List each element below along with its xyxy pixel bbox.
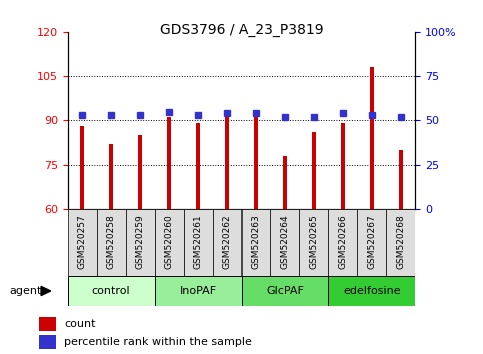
Bar [283, 156, 287, 354]
Text: GSM520262: GSM520262 [223, 214, 231, 269]
Bar [341, 123, 345, 354]
Bar [386, 209, 415, 276]
Text: GSM520261: GSM520261 [194, 214, 202, 269]
Bar [270, 209, 299, 276]
Bar [155, 276, 242, 306]
Text: control: control [92, 286, 130, 296]
Bar [328, 276, 415, 306]
Text: count: count [64, 319, 96, 329]
Text: edelfosine: edelfosine [343, 286, 401, 296]
Text: GSM520268: GSM520268 [397, 214, 405, 269]
Text: percentile rank within the sample: percentile rank within the sample [64, 337, 252, 347]
Bar [39, 335, 56, 349]
Text: GSM520263: GSM520263 [252, 214, 260, 269]
Text: GSM520265: GSM520265 [310, 214, 318, 269]
Text: agent: agent [10, 286, 42, 296]
Text: GSM520266: GSM520266 [339, 214, 347, 269]
Text: GSM520264: GSM520264 [281, 214, 289, 269]
Bar [254, 112, 258, 354]
Bar [167, 118, 171, 354]
Text: GlcPAF: GlcPAF [266, 286, 304, 296]
Text: GSM520267: GSM520267 [368, 214, 376, 269]
Bar [109, 144, 113, 354]
Text: InoPAF: InoPAF [180, 286, 216, 296]
Bar [399, 150, 403, 354]
Bar [328, 209, 357, 276]
Bar [68, 209, 97, 276]
Bar [299, 209, 328, 276]
Bar [196, 123, 200, 354]
Bar [184, 209, 213, 276]
Bar [68, 276, 155, 306]
Bar [138, 135, 142, 354]
Bar [126, 209, 155, 276]
Bar [225, 118, 229, 354]
Bar [155, 209, 184, 276]
Text: GSM520260: GSM520260 [165, 214, 173, 269]
Bar [97, 209, 126, 276]
Bar [39, 317, 56, 331]
Bar [242, 209, 270, 276]
Bar [370, 67, 374, 354]
Text: GSM520259: GSM520259 [136, 214, 144, 269]
Bar [242, 276, 328, 306]
Text: GSM520258: GSM520258 [107, 214, 115, 269]
Bar [357, 209, 386, 276]
Bar [80, 126, 84, 354]
Polygon shape [41, 286, 51, 296]
Bar [213, 209, 242, 276]
Text: GDS3796 / A_23_P3819: GDS3796 / A_23_P3819 [160, 23, 323, 37]
Text: GSM520257: GSM520257 [78, 214, 86, 269]
Bar [312, 132, 316, 354]
